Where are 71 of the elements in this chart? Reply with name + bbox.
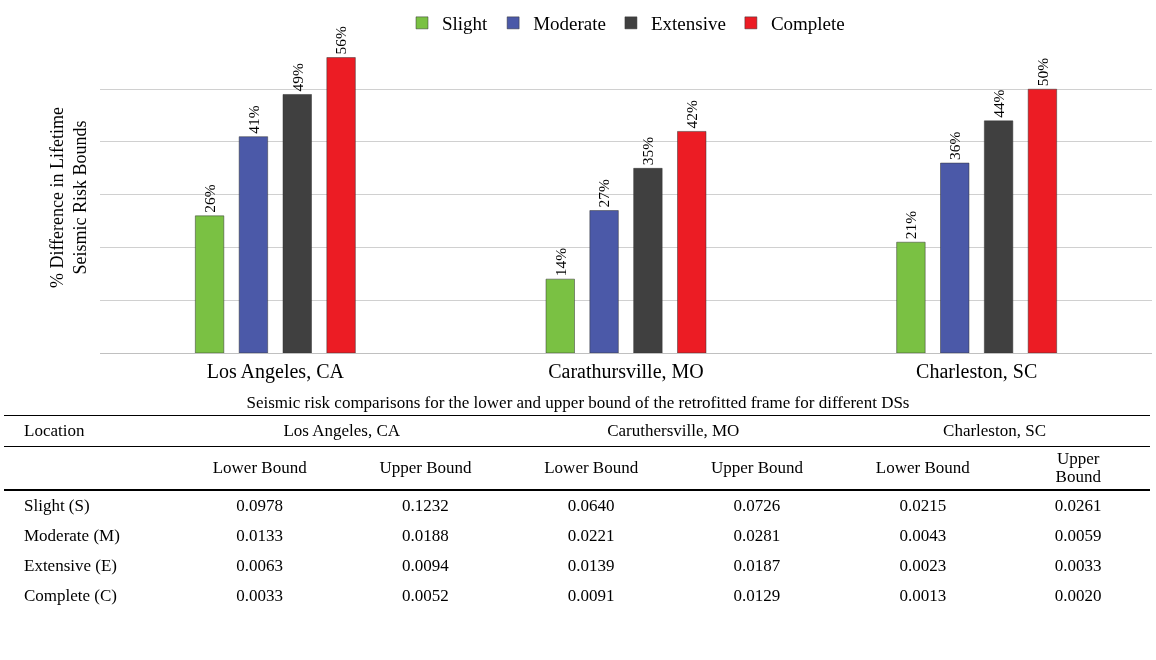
y-tick-label: Extensive (E) (23, 555, 118, 577)
data-label: 0.0052 (401, 585, 450, 607)
x-tick-label: Upper Bound (1054, 449, 1102, 486)
data-label: 0.0013 (898, 585, 948, 607)
data-label: 0.0726 (732, 495, 782, 517)
data-label: 41% (244, 105, 262, 134)
x-tick-label: Charleston, SC (916, 360, 1038, 382)
y-tick-label: Slight (S) (23, 495, 91, 517)
data-label: 0.0091 (566, 585, 616, 607)
data-label: 0.0187 (732, 555, 782, 577)
data-label: 0.0059 (1053, 525, 1103, 547)
data-label: 21% (902, 210, 920, 240)
bar (984, 120, 1014, 353)
y-tick-label: Moderate (M) (23, 525, 121, 547)
legend-label: Complete (770, 13, 845, 35)
chart-title: Seismic risk comparisons for the lower and upper bound of the retrofitted frame for different DSs (245, 393, 911, 414)
x-tick-label: Los Angeles, CA (206, 360, 345, 383)
data-label: 0.0063 (235, 555, 285, 577)
data-label: 56% (332, 26, 350, 55)
x-tick-label: Upper Bound (378, 458, 473, 478)
data-label: 26% (200, 184, 218, 213)
data-label: 0.0020 (1053, 585, 1103, 607)
text: Location (4, 415, 176, 447)
bar (677, 131, 707, 353)
data-label: 0.0261 (1053, 495, 1103, 517)
text: Caruthersville, MO (507, 415, 840, 447)
data-label: 0.0129 (732, 585, 782, 607)
data-label: 0.0023 (898, 555, 948, 577)
data-label: 27% (595, 179, 613, 208)
x-tick-label: Carathursville, MO (548, 360, 704, 382)
x-tick-label: Lower Bound (874, 458, 971, 478)
data-label: 0.0221 (566, 525, 616, 547)
data-label: 0.0978 (235, 495, 285, 517)
data-label: 0.0043 (898, 525, 948, 547)
bar (326, 57, 356, 353)
data-label: 0.0033 (235, 585, 285, 607)
data-label: 0.0094 (401, 555, 450, 577)
data-label: 0.0215 (898, 495, 948, 517)
bar (940, 162, 970, 353)
x-tick-label: Lower Bound (211, 458, 308, 478)
bar (1027, 88, 1057, 353)
bar (282, 94, 312, 353)
y-axis-title: % Difference in Lifetime Seismic Risk Bounds (47, 106, 91, 289)
text: Charleston, SC (839, 415, 1150, 447)
data-label: 0.0139 (566, 555, 616, 577)
data-label: 0.0281 (732, 525, 782, 547)
data-label: 49% (288, 63, 306, 92)
data-label: 42% (683, 99, 701, 129)
legend-label: Extensive (650, 13, 726, 35)
data-label: 44% (989, 89, 1007, 118)
text: Los Angeles, CA (176, 415, 508, 447)
y-tick-label: Complete (C) (23, 585, 118, 607)
data-label: 0.0033 (1053, 555, 1103, 577)
bar (545, 278, 575, 353)
data-label: 35% (639, 136, 657, 166)
legend-label: Moderate (533, 13, 606, 35)
data-label: 0.1232 (401, 495, 450, 517)
data-label: 0.0188 (401, 525, 450, 547)
bar (195, 215, 225, 353)
data-label: 50% (1033, 57, 1051, 87)
bar (238, 136, 268, 353)
data-label: 0.0133 (235, 525, 285, 547)
data-label: 36% (946, 131, 964, 161)
bar (896, 241, 926, 353)
x-tick-label: Upper Bound (709, 458, 804, 478)
legend-label: Slight (442, 13, 489, 35)
data-label: 14% (551, 247, 569, 277)
bar (589, 210, 619, 353)
x-tick-label: Lower Bound (543, 458, 640, 478)
bar (633, 168, 663, 353)
data-label: 0.0640 (566, 495, 616, 517)
